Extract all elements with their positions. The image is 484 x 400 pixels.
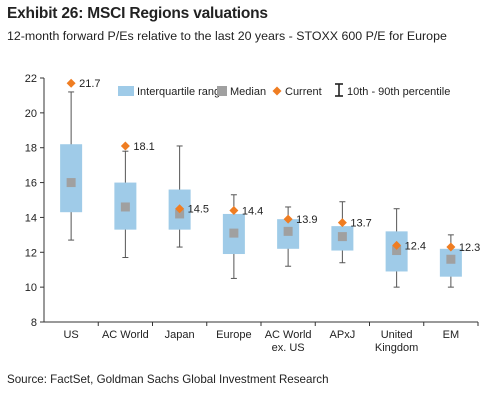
legend-median-swatch (217, 86, 227, 96)
median-marker (284, 227, 293, 236)
current-value-label: 14.5 (188, 204, 209, 216)
legend-percentile-swatch (335, 84, 343, 96)
current-value-label: 21.7 (79, 78, 100, 90)
y-tick-label: 12 (25, 247, 37, 259)
y-tick-label: 10 (25, 282, 37, 294)
x-category-label: Europe (216, 329, 251, 341)
current-value-label: 12.3 (459, 242, 480, 254)
x-category-label: APxJ (330, 329, 356, 341)
legend-current-swatch (273, 87, 282, 96)
legend-iqr-label: Interquartile range (137, 86, 226, 98)
x-category-label: Japan (165, 329, 195, 341)
median-marker (67, 178, 76, 187)
median-marker (121, 202, 130, 211)
current-value-label: 14.4 (242, 205, 263, 217)
current-value-label: 12.4 (405, 240, 426, 252)
y-tick-label: 22 (25, 73, 37, 85)
current-marker (338, 218, 347, 227)
current-value-label: 18.1 (133, 141, 154, 153)
legend-iqr-swatch (118, 86, 134, 96)
x-category-label: ex. US (272, 342, 305, 354)
median-marker (446, 255, 455, 264)
legend-percentile-label: 10th - 90th percentile (347, 86, 450, 98)
x-category-label: AC World (102, 329, 149, 341)
y-tick-label: 14 (25, 212, 37, 224)
current-value-label: 13.7 (350, 218, 371, 230)
median-marker (229, 229, 238, 238)
current-value-label: 13.9 (296, 214, 317, 226)
current-marker (229, 206, 238, 215)
current-marker (121, 141, 130, 150)
y-tick-label: 16 (25, 178, 37, 190)
source-note: Source: FactSet, Goldman Sachs Global In… (7, 373, 329, 386)
x-category-label: United (381, 329, 413, 341)
legend-median-label: Median (230, 86, 266, 98)
legend-current-label: Current (285, 86, 322, 98)
chart-legend: Interquartile range Median Current 10th … (118, 84, 450, 98)
median-marker (338, 232, 347, 241)
y-tick-label: 8 (31, 317, 37, 329)
y-tick-label: 20 (25, 108, 37, 120)
current-marker (67, 79, 76, 88)
x-category-label: Kingdom (375, 342, 418, 354)
x-category-label: EM (443, 329, 460, 341)
x-category-label: US (63, 329, 78, 341)
x-category-label: AC World (265, 329, 312, 341)
y-tick-label: 18 (25, 143, 37, 155)
